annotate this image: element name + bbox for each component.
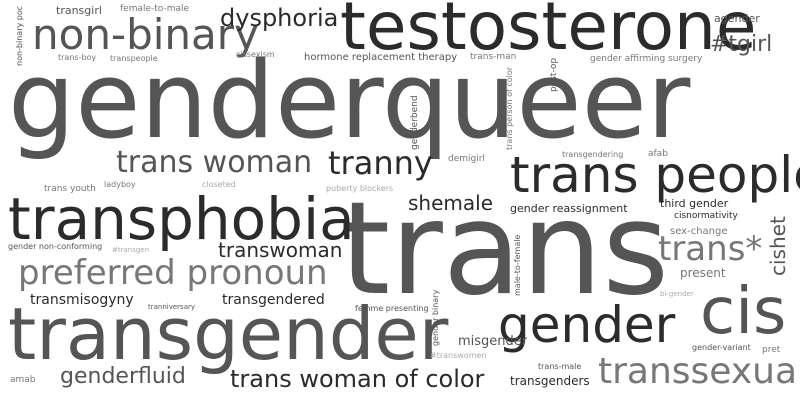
word-demigirl: demigirl [448, 154, 485, 164]
word-agender: agender [714, 12, 760, 25]
word-trans-people: trans people [510, 146, 800, 204]
word-transphobia: transphobia [8, 185, 355, 253]
word-third-gender: third gender [660, 197, 729, 210]
word-trans-youth: trans youth [44, 184, 96, 194]
word-transgirl: transgirl [56, 4, 102, 17]
word-puberty-blockers: puberty blockers [326, 184, 394, 193]
word-transgendered: transgendered [222, 292, 325, 308]
word-trans-boy: trans-boy [58, 53, 97, 62]
word-amab: amab [10, 375, 36, 385]
word-pret: pret [762, 345, 781, 355]
word-dysphoria: dysphoria [220, 4, 339, 32]
word-genderqueer: genderqueer [8, 39, 691, 162]
word-transsexual: transsexual [598, 351, 800, 392]
word-present: present [680, 266, 726, 280]
word-genderfluid: genderfluid [60, 364, 186, 389]
word-gender-reassignment: gender reassignment [510, 202, 628, 215]
word-bi-gender: bi-gender [660, 290, 694, 298]
word-femme-presenting: femme presenting [355, 304, 429, 313]
word-trans-male: trans-male [538, 362, 582, 371]
word-gender-binary: gender binary [431, 289, 440, 346]
word-tranniversary: tranniversary [148, 303, 196, 311]
word-transpeople: transpeople [110, 54, 158, 63]
word-trans-woman: trans woman [116, 145, 313, 180]
word-post-op: post-op [549, 57, 559, 92]
word-trans-woman-of-color: trans woman of color [230, 365, 485, 393]
word-non-binary: non-binary [32, 10, 259, 59]
word-gender-non-conforming: gender non-conforming [8, 242, 103, 251]
word-transwoman: transwoman [218, 238, 343, 262]
word-transwomen: #transwomen [430, 351, 487, 360]
word-misgender: misgender [458, 334, 528, 349]
word-transgendering: transgendering [562, 150, 624, 159]
word-trans-star: trans* [658, 229, 763, 269]
word-ladyboy: ladyboy [104, 180, 136, 189]
word-gender-affirming-surgery: gender affirming surgery [590, 54, 703, 64]
word-testosterone: testosterone [340, 0, 757, 65]
word-closeted: closeted [202, 180, 236, 189]
word-female-to-male: female-to-male [120, 4, 190, 14]
word-tranny: tranny [328, 144, 433, 182]
word-genderbend: genderbend [410, 95, 420, 150]
word-afab: afab [648, 149, 668, 159]
word-gender-variant: gender-variant [692, 343, 751, 352]
word-cissexism: cissexism [236, 50, 275, 59]
word-transgender: transgender [8, 292, 449, 376]
word-gender: gender [498, 296, 676, 354]
word-transgen: #transgen [112, 246, 150, 254]
word-transgenders: transgenders [510, 374, 590, 388]
word-trans: trans [340, 175, 670, 324]
word-trans-person-of-color: trans person of color [505, 66, 514, 150]
word-cisnormativity: cisnormativity [674, 211, 738, 221]
word-trans-man: trans-man [470, 52, 517, 62]
word-shemale: shemale [408, 191, 493, 215]
word-sex-change: sex-change [670, 226, 728, 237]
word-tgirl: #tgirl [710, 32, 773, 57]
word-preferred-pronoun: preferred pronoun [18, 253, 328, 293]
word-male-to-female: male-to-female [513, 234, 522, 296]
word-cishet: cishet [766, 216, 790, 276]
word-hormone-replacement-therapy: hormone replacement therapy [304, 52, 458, 63]
word-non-binary-poc: non-binary poc [15, 5, 24, 66]
word-transmisogyny: transmisogyny [30, 292, 134, 308]
word-cis: cis [700, 275, 787, 349]
